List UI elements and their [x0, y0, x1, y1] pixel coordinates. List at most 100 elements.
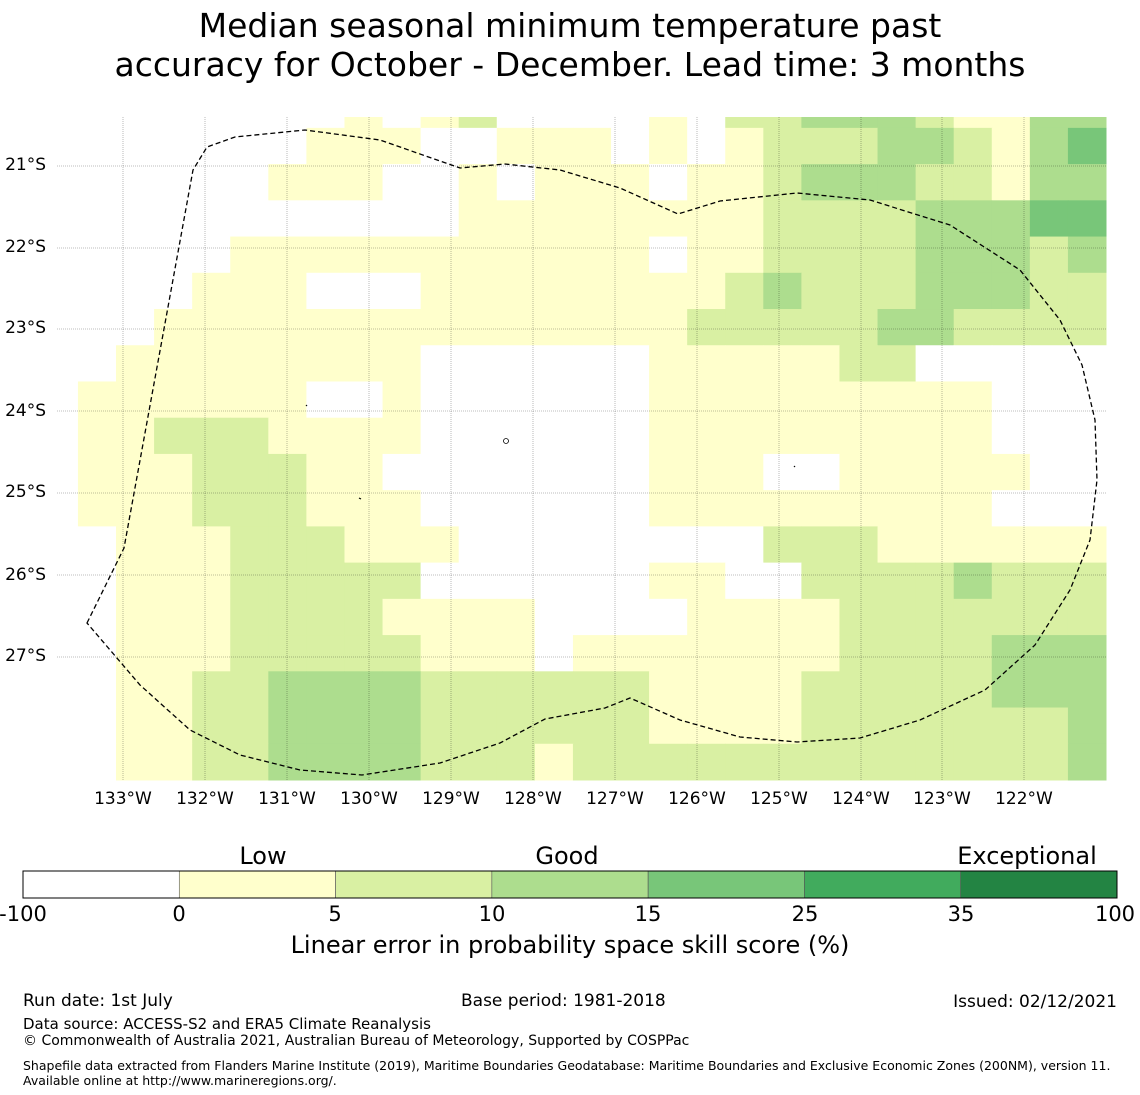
skill-cell — [801, 345, 840, 382]
skill-cell — [611, 127, 650, 165]
skill-cell — [77, 453, 117, 491]
skill-cell — [458, 127, 498, 165]
skill-cell — [77, 562, 117, 600]
skill-cell — [57, 743, 79, 781]
skill-cell — [953, 453, 993, 491]
skill-cell — [953, 381, 993, 419]
skill-cell — [572, 598, 612, 636]
skill-cell — [572, 200, 612, 238]
skill-cell — [991, 164, 1031, 201]
skill-cell — [344, 562, 384, 600]
skill-cell — [268, 453, 307, 491]
skill-cell — [953, 526, 993, 564]
skill-cell — [382, 127, 422, 165]
skill-cell — [801, 526, 840, 564]
skill-cell — [496, 598, 536, 636]
skill-cell — [991, 200, 1031, 238]
skill-cell — [877, 309, 917, 346]
skill-cell — [420, 309, 460, 346]
skill-cell — [116, 236, 155, 274]
skill-cell — [953, 635, 993, 672]
skill-cell — [572, 272, 612, 310]
skill-cell — [116, 671, 155, 709]
skill-cell — [57, 200, 79, 238]
eez-boundary — [86, 129, 1098, 776]
skill-cell — [534, 598, 574, 636]
skill-cell — [801, 309, 840, 346]
skill-cell — [534, 164, 574, 201]
skill-cell — [268, 417, 307, 455]
skill-cell — [192, 707, 231, 745]
skill-cell — [344, 164, 384, 201]
colorbar-tick: 15 — [634, 902, 662, 926]
skill-cell — [420, 707, 460, 745]
skill-cell — [534, 127, 574, 165]
skill-cell — [687, 200, 726, 238]
skill-cell — [57, 127, 79, 165]
skill-cell — [991, 309, 1031, 346]
skill-cell — [915, 272, 955, 310]
skill-cell — [801, 381, 840, 419]
skill-cell — [649, 381, 688, 419]
skill-cell — [725, 526, 764, 564]
skill-cell — [877, 707, 917, 745]
skill-cell — [725, 236, 764, 274]
skill-cell — [572, 417, 612, 455]
skill-cell — [839, 309, 879, 346]
skill-cell — [116, 164, 155, 201]
skill-cell — [116, 417, 155, 455]
skill-cell — [991, 598, 1031, 636]
skill-cell — [382, 117, 422, 129]
skill-cell — [344, 272, 384, 310]
skill-cell — [725, 345, 764, 382]
skill-cell — [420, 417, 460, 455]
skill-cell — [649, 417, 688, 455]
skill-cell — [839, 598, 879, 636]
skill-cell — [915, 453, 955, 491]
skill-cell — [77, 127, 117, 165]
skill-cell — [611, 200, 650, 238]
skill-cell — [877, 453, 917, 491]
colorbar-tick: 5 — [328, 902, 342, 926]
skill-cell — [496, 453, 536, 491]
skill-cell — [192, 598, 231, 636]
skill-cell — [572, 743, 612, 781]
skill-cell — [116, 127, 155, 165]
colorbar-label: Linear error in probability space skill … — [290, 931, 850, 959]
skill-cell — [877, 417, 917, 455]
skill-cell — [306, 562, 345, 600]
skill-cell — [496, 236, 536, 274]
skill-cell — [382, 707, 422, 745]
skill-cell — [116, 272, 155, 310]
skill-cell — [306, 453, 345, 491]
skill-cell — [268, 490, 307, 527]
skill-cell — [763, 635, 802, 672]
skill-cell — [192, 309, 231, 346]
lon-label: 130°W — [340, 789, 398, 809]
skill-cell — [57, 707, 79, 745]
skill-cell — [687, 417, 726, 455]
skill-cell — [458, 345, 498, 382]
colorbar-category-exceptional: Exceptional — [957, 842, 1097, 870]
skill-cell — [801, 164, 840, 201]
skill-cell — [57, 635, 79, 672]
skill-cell — [611, 635, 650, 672]
skill-cell — [611, 707, 650, 745]
skill-cell — [687, 707, 726, 745]
island-marker — [305, 404, 308, 407]
skill-cell — [1029, 345, 1069, 382]
skill-cell — [915, 526, 955, 564]
skill-cell — [77, 635, 117, 672]
skill-cell — [534, 345, 574, 382]
skill-cell — [839, 671, 879, 709]
skill-cell — [458, 200, 498, 238]
skill-cell — [611, 526, 650, 564]
colorbar-swatch — [491, 870, 649, 899]
skill-cell — [458, 598, 498, 636]
skill-cell — [839, 127, 879, 165]
skill-cell — [1029, 200, 1069, 238]
skill-cell — [420, 526, 460, 564]
lat-label: 27°S — [5, 646, 46, 666]
skill-cell — [991, 117, 1031, 129]
